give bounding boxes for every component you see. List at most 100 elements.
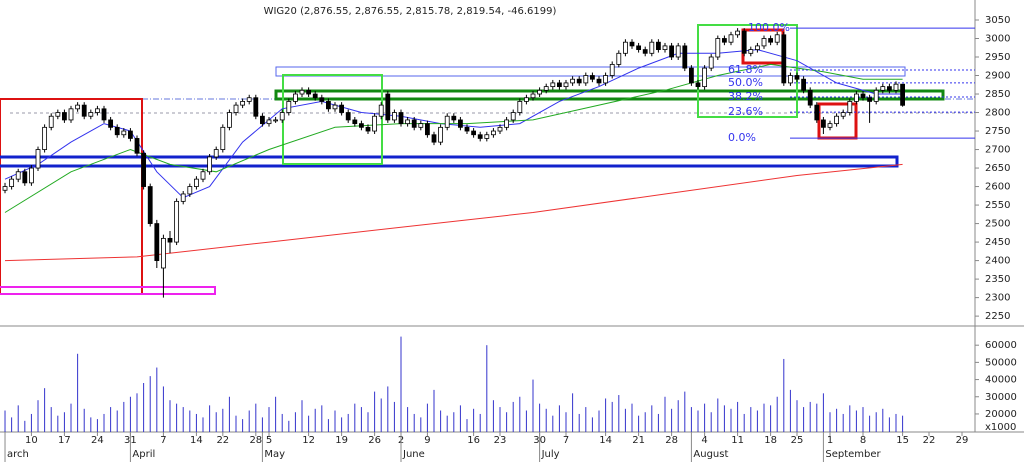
candle-body <box>629 41 635 47</box>
month-label: June <box>402 449 425 460</box>
candle-body <box>517 101 523 113</box>
candle-body <box>781 34 787 84</box>
candle-body <box>95 108 100 113</box>
x-tick-label: 16 <box>467 435 480 446</box>
x-tick-label: 14 <box>599 435 612 446</box>
x-tick-label: 24 <box>91 435 104 446</box>
candle-body <box>48 115 54 128</box>
candle-body <box>266 119 272 125</box>
candle-body <box>741 30 747 54</box>
volume-tick-label: 50000 <box>985 357 1017 368</box>
y-tick-label: 2350 <box>985 274 1010 285</box>
candle-body <box>372 115 378 132</box>
candle-body <box>22 171 28 184</box>
y-tick-label: 2900 <box>985 71 1010 82</box>
candle-body <box>477 134 483 139</box>
candle-body <box>359 123 364 128</box>
candle-body <box>609 64 615 76</box>
candle-body <box>339 104 345 113</box>
candle-body <box>200 171 206 180</box>
candle-body <box>101 108 107 121</box>
candle-body <box>68 108 74 121</box>
month-label: August <box>693 449 728 460</box>
x-tick-label: 18 <box>764 435 777 446</box>
y-tick-label: 2400 <box>985 256 1010 267</box>
month-label: July <box>541 449 560 460</box>
x-tick-label: 22 <box>923 435 936 446</box>
candle-body <box>814 104 820 121</box>
candle-body <box>801 78 807 91</box>
candle-body <box>42 126 48 150</box>
x-tick-label: 14 <box>190 435 203 446</box>
volume-tick-label: 30000 <box>985 392 1017 403</box>
candle-body <box>213 149 219 158</box>
candle-body <box>636 45 642 51</box>
candle-body <box>246 97 252 102</box>
candle-body <box>128 130 133 139</box>
month-label: April <box>132 449 155 460</box>
candle-body <box>649 41 655 54</box>
candle-body <box>695 82 701 88</box>
candle-body <box>768 38 774 43</box>
candle-body <box>220 126 226 150</box>
x-tick-label: 10 <box>25 435 38 446</box>
y-tick-label: 2950 <box>985 52 1010 63</box>
candle-body <box>576 78 582 84</box>
volume-unit: x1000 <box>985 422 1016 433</box>
candle-body <box>2 186 8 191</box>
candle-body <box>194 178 199 187</box>
month-label: arch <box>7 449 29 460</box>
candle-body <box>715 38 721 58</box>
candle-body <box>286 101 292 113</box>
candle-body <box>306 89 312 95</box>
fib-label: 100.0% <box>748 21 790 34</box>
candle-body <box>893 83 899 91</box>
candle-body <box>623 41 628 54</box>
candle-body <box>121 130 127 136</box>
blue-box <box>0 155 899 168</box>
candle-body <box>854 93 859 102</box>
candle-body <box>464 126 470 132</box>
candle-body <box>29 167 34 184</box>
candle-body <box>484 134 490 139</box>
y-tick-label: 2850 <box>985 89 1010 100</box>
candle-body <box>260 115 265 125</box>
fib-label: 50.0% <box>728 76 763 89</box>
candle-body <box>319 97 325 102</box>
y-tick-label: 2800 <box>985 108 1010 119</box>
candle-body <box>326 101 331 110</box>
candle-body <box>35 149 41 169</box>
candle-body <box>722 38 727 43</box>
candle-body <box>345 112 351 121</box>
x-tick-label: 29 <box>956 435 969 446</box>
x-tick-label: 28 <box>665 435 678 446</box>
x-tick-label: 8 <box>860 435 866 446</box>
candle-body <box>141 152 147 187</box>
y-tick-label: 2450 <box>985 237 1010 248</box>
candle-body <box>233 104 239 113</box>
candle-body <box>873 89 879 102</box>
candle-body <box>821 119 826 128</box>
candle-body <box>491 130 496 136</box>
month-label: May <box>264 449 285 460</box>
candle-body <box>425 123 430 136</box>
month-label: September <box>825 449 881 460</box>
candle-body <box>840 112 846 117</box>
candle-body <box>352 119 358 125</box>
candle-body <box>537 89 543 95</box>
x-tick-label: 7 <box>160 435 166 446</box>
candle-body <box>735 30 741 36</box>
y-tick-label: 2600 <box>985 182 1010 193</box>
candle-body <box>860 93 866 99</box>
candle-body <box>9 178 15 187</box>
volume-tick-label: 20000 <box>985 409 1017 420</box>
candle-body <box>656 41 661 51</box>
candle-body <box>886 86 892 91</box>
candle-body <box>332 104 338 110</box>
candle-body <box>405 119 411 125</box>
y-tick-label: 3050 <box>985 15 1010 26</box>
candle-body <box>365 126 371 132</box>
candle-body <box>794 75 800 80</box>
y-tick-label: 2500 <box>985 219 1010 230</box>
